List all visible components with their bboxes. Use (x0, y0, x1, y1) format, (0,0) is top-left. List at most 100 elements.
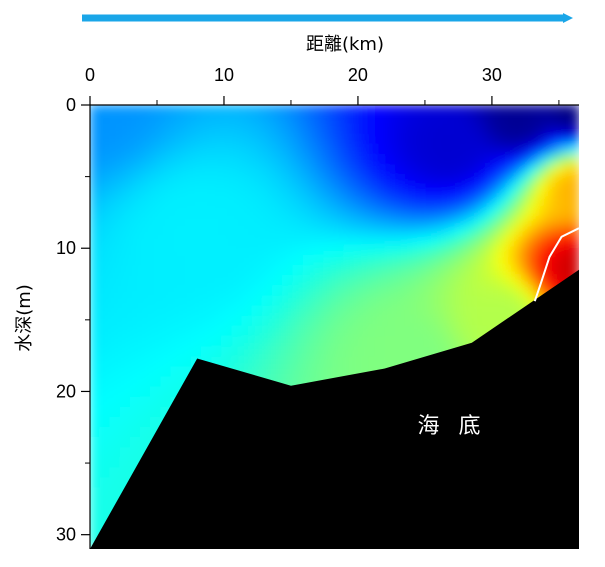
field-cell (272, 124, 285, 137)
field-cell (160, 285, 173, 298)
field-cell (139, 275, 153, 288)
field-cell (506, 265, 519, 278)
field-cell (476, 305, 489, 318)
field-cell (292, 144, 305, 157)
field-cell (160, 376, 173, 389)
field-cell (241, 305, 254, 318)
field-cell (455, 204, 468, 217)
field-cell (90, 376, 102, 389)
field-cell (109, 215, 122, 228)
field-cell (333, 134, 346, 147)
field-cell (241, 225, 254, 238)
field-cell (415, 245, 428, 258)
field-cell (333, 255, 346, 268)
field-cell (455, 124, 468, 137)
field-cell (465, 184, 479, 197)
field-cell (190, 204, 204, 217)
field-cell (99, 366, 112, 379)
field-cell (160, 245, 173, 258)
field-cell (190, 144, 204, 157)
field-cell (292, 255, 305, 268)
field-cell (333, 336, 346, 349)
field-cell (537, 134, 550, 147)
field-cell (486, 295, 499, 308)
field-cell (527, 235, 540, 248)
field-cell (527, 174, 540, 187)
field-cell (333, 215, 346, 228)
field-cell (476, 295, 489, 308)
x-tick-label: 0 (85, 65, 95, 85)
field-cell (129, 275, 142, 288)
field-cell (201, 174, 214, 187)
field-cell (557, 245, 570, 258)
field-cell (445, 265, 458, 278)
field-cell (353, 245, 367, 258)
field-cell (476, 215, 489, 228)
field-cell (99, 295, 112, 308)
field-cell (90, 447, 102, 460)
field-cell (323, 235, 336, 248)
field-cell (119, 124, 132, 137)
field-cell (109, 326, 122, 339)
field-cell (282, 245, 295, 258)
field-cell (516, 184, 530, 197)
field-cell (394, 154, 407, 167)
field-cell (119, 164, 132, 177)
field-cell (99, 174, 112, 187)
field-cell (272, 134, 285, 147)
field-cell (129, 295, 142, 308)
field-cell (455, 194, 468, 207)
field-cell (486, 144, 499, 157)
field-cell (252, 245, 265, 258)
field-cell (90, 215, 102, 228)
field-cell (201, 154, 214, 167)
field-cell (476, 245, 489, 258)
field-cell (180, 174, 193, 187)
field-cell (231, 105, 244, 117)
field-cell (170, 134, 183, 147)
field-cell (109, 154, 122, 167)
field-cell (323, 174, 336, 187)
field-cell (252, 356, 265, 369)
field-cell (139, 346, 153, 359)
field-cell (119, 346, 132, 359)
field-cell (496, 265, 509, 278)
field-cell (139, 295, 153, 308)
field-cell (394, 346, 407, 359)
field-cell (221, 174, 234, 187)
field-cell (119, 285, 132, 298)
field-cell (313, 255, 326, 268)
field-cell (445, 275, 458, 288)
field-cell (465, 235, 479, 248)
field-cell (90, 235, 102, 248)
field-cell (476, 315, 489, 328)
field-cell (211, 114, 224, 127)
field-cell (150, 114, 163, 127)
field-cell (90, 134, 102, 147)
field-cell (323, 204, 336, 217)
field-cell (343, 134, 356, 147)
field-cell (435, 245, 448, 258)
field-cell (476, 174, 489, 187)
field-cell (353, 326, 367, 339)
field-cell (90, 517, 102, 530)
field-cell (119, 426, 132, 439)
field-cell (435, 305, 448, 318)
field-cell (425, 174, 438, 187)
field-cell (527, 225, 540, 238)
field-cell (160, 396, 173, 409)
field-cell (527, 164, 540, 177)
field-cell (384, 174, 397, 187)
field-cell (486, 265, 499, 278)
field-cell (282, 255, 295, 268)
field-cell (262, 275, 275, 288)
field-cell (506, 255, 519, 268)
field-cell (129, 134, 142, 147)
field-cell (282, 336, 295, 349)
field-cell (241, 154, 254, 167)
field-cell (282, 356, 295, 369)
field-cell (547, 225, 560, 238)
field-cell (516, 164, 530, 177)
highlight-contour (533, 227, 580, 302)
field-cell (180, 356, 193, 369)
